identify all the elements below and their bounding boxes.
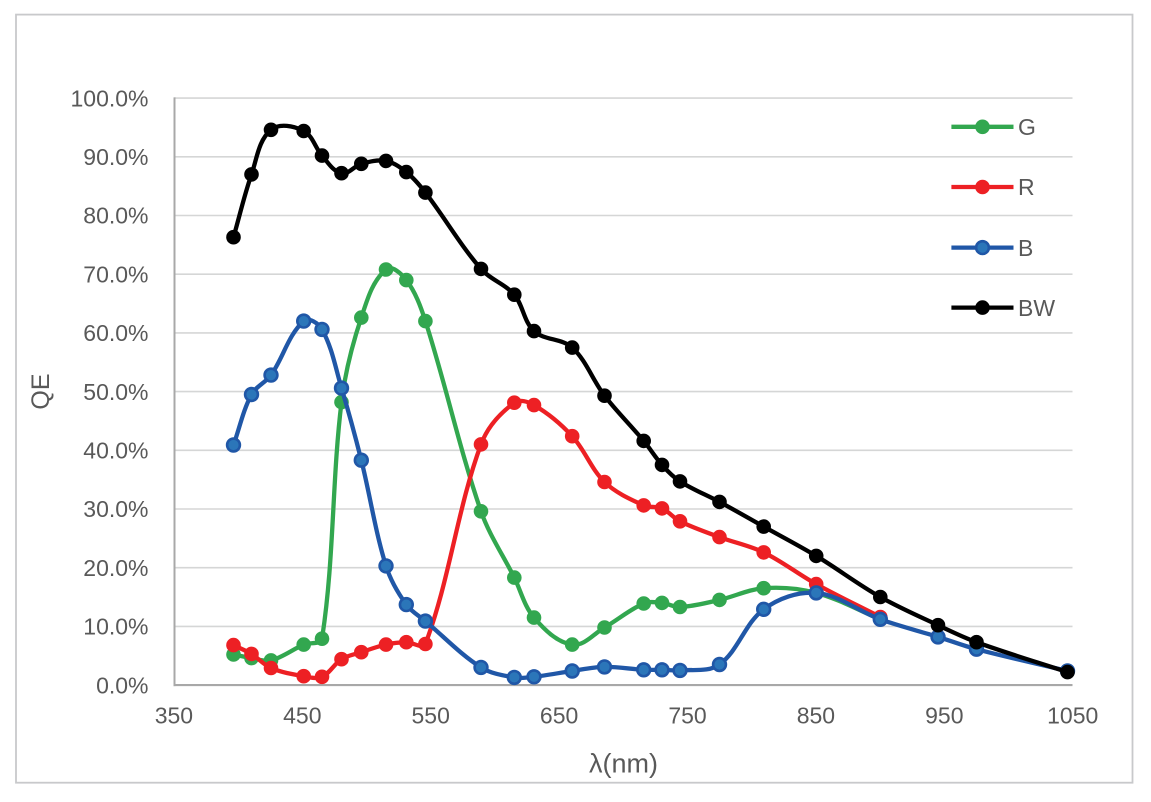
svg-text:70.0%: 70.0% [83,261,148,287]
svg-text:750: 750 [668,703,706,729]
svg-text:650: 650 [540,703,578,729]
svg-text:BW: BW [1018,295,1055,321]
svg-text:G: G [1018,114,1036,140]
svg-text:50.0%: 50.0% [83,379,148,405]
svg-text:20.0%: 20.0% [83,555,148,581]
svg-text:1050: 1050 [1047,703,1098,729]
svg-text:40.0%: 40.0% [83,438,148,464]
svg-text:950: 950 [925,703,963,729]
svg-text:90.0%: 90.0% [83,144,148,170]
svg-text:350: 350 [155,703,193,729]
svg-text:λ(nm): λ(nm) [589,749,658,779]
svg-text:100.0%: 100.0% [70,85,148,111]
svg-text:550: 550 [412,703,450,729]
svg-text:60.0%: 60.0% [83,320,148,346]
svg-text:80.0%: 80.0% [83,203,148,229]
svg-text:R: R [1018,174,1035,200]
svg-text:B: B [1018,235,1033,261]
svg-text:QE: QE [27,373,55,409]
svg-text:30.0%: 30.0% [83,496,148,522]
svg-text:450: 450 [283,703,321,729]
svg-text:10.0%: 10.0% [83,614,148,640]
svg-text:0.0%: 0.0% [96,672,148,698]
svg-text:850: 850 [797,703,835,729]
